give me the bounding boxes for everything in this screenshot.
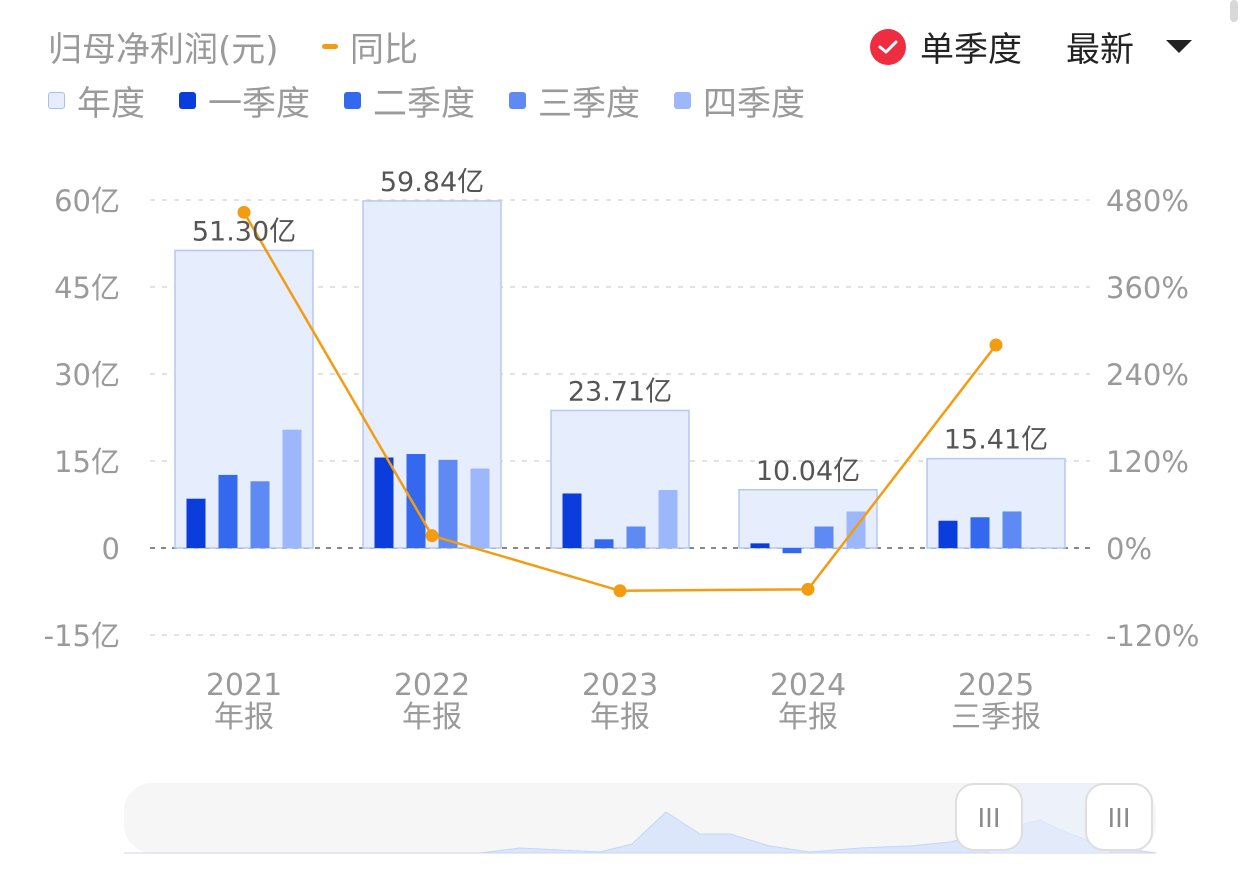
quarter-bar	[250, 481, 270, 548]
quarter-bar	[594, 539, 614, 548]
annual-value-label: 59.84亿	[380, 167, 484, 198]
legend-item-q1[interactable]: 一季度	[179, 76, 310, 125]
x-tick-label: 年报	[778, 700, 838, 735]
legend-swatch	[344, 92, 361, 109]
handle-grip-icon: III	[977, 804, 1000, 834]
navigator-handle-left[interactable]	[955, 783, 1023, 851]
yoy-point	[989, 338, 1003, 352]
label-layer: 51.30亿 59.84亿 23.71亿 10.04亿 15.41亿	[192, 167, 1048, 487]
scrollbar-thumb[interactable]	[1230, 0, 1238, 22]
single-quarter-toggle[interactable]: 单季度	[870, 22, 1022, 71]
quarter-bar	[750, 543, 770, 548]
x-tick-label: 2025	[958, 668, 1034, 703]
legend-label: 四季度	[703, 84, 805, 124]
x-tick-label: 年报	[402, 700, 462, 735]
x-tick-label: 年报	[214, 700, 274, 735]
chart-legend: 年度 一季度 二季度 三季度 四季度	[48, 76, 839, 125]
quarter-bar	[970, 517, 990, 548]
navigator-track	[124, 783, 1156, 853]
single-quarter-label: 单季度	[920, 30, 1022, 70]
x-tick-label: 2022	[394, 668, 470, 703]
quarter-bar	[406, 454, 426, 548]
y-right-tick-label: 120%	[1106, 445, 1189, 479]
range-navigator[interactable]: III III	[124, 783, 1157, 854]
yoy-point	[613, 584, 627, 598]
x-tick-label: 2023	[582, 668, 658, 703]
x-tick-label: 年报	[590, 700, 650, 735]
y-right-tick-label: 480%	[1106, 184, 1189, 218]
y-right-tick-label: 0%	[1106, 532, 1152, 566]
axis-labels: 60亿 45亿 30亿 15亿 0 -15亿 480% 360% 240% 120% 0% -120%…	[44, 184, 1200, 735]
y-left-tick-label: 0	[102, 532, 120, 566]
chart-header: 归母净利润(元) 同比 单季度 最新 年度 一季度 二季度 三季度	[0, 0, 1242, 130]
y-left-tick-label: 45亿	[54, 271, 120, 305]
y-left-tick-label: 15亿	[54, 445, 120, 479]
yoy-legend[interactable]: 同比	[322, 22, 418, 71]
quarter-bar	[658, 490, 678, 548]
quarter-bar	[218, 474, 238, 548]
legend-swatch	[48, 92, 65, 109]
yoy-point	[425, 529, 439, 543]
navigator-handle-right[interactable]	[1085, 783, 1153, 851]
checkmark-icon	[870, 28, 906, 65]
quarter-bar	[626, 526, 646, 548]
period-dropdown[interactable]: 最新	[1066, 22, 1192, 71]
legend-item-annual[interactable]: 年度	[48, 76, 145, 125]
yoy-point	[801, 582, 815, 596]
chart-title: 归母净利润(元)	[48, 30, 279, 70]
annual-value-label: 51.30亿	[192, 216, 296, 247]
legend-swatch	[179, 92, 196, 109]
quarter-bar	[186, 498, 206, 548]
legend-label: 年度	[77, 84, 145, 124]
quarter-bars	[186, 429, 1022, 554]
legend-item-q3[interactable]: 三季度	[509, 76, 640, 125]
quarter-bar	[438, 459, 458, 548]
yoy-line-icon	[322, 44, 338, 49]
y-left-tick-label: 30亿	[54, 358, 120, 392]
y-right-tick-label: 240%	[1106, 358, 1189, 392]
y-left-tick-label: -15亿	[44, 619, 120, 653]
legend-label: 一季度	[208, 84, 310, 124]
quarter-bar	[1002, 511, 1022, 548]
yoy-line-layer	[237, 205, 1003, 598]
quarter-bar	[282, 429, 302, 548]
annual-value-label: 15.41亿	[944, 425, 1048, 456]
quarter-bar	[814, 526, 834, 548]
quarter-bar	[938, 520, 958, 548]
quarter-bar	[562, 493, 582, 548]
x-tick-label: 2021	[206, 668, 282, 703]
legend-label: 二季度	[373, 84, 475, 124]
caret-down-icon	[1166, 40, 1192, 53]
quarter-bar	[782, 548, 802, 554]
x-tick-label: 2024	[770, 668, 846, 703]
legend-swatch	[509, 92, 526, 109]
handle-grip-icon: III	[1107, 804, 1130, 834]
legend-item-q4[interactable]: 四季度	[674, 76, 805, 125]
y-left-tick-label: 60亿	[54, 184, 120, 218]
y-right-tick-label: -120%	[1106, 619, 1199, 653]
x-tick-label: 三季报	[951, 700, 1041, 735]
annual-value-label: 10.04亿	[756, 456, 860, 487]
period-dropdown-label: 最新	[1066, 30, 1134, 70]
legend-label: 三季度	[538, 84, 640, 124]
annual-value-label: 23.71亿	[568, 376, 672, 407]
yoy-legend-label: 同比	[350, 30, 418, 70]
legend-item-q2[interactable]: 二季度	[344, 76, 475, 125]
quarter-bar	[374, 457, 394, 548]
yoy-point	[237, 205, 251, 219]
legend-swatch	[674, 92, 691, 109]
y-right-tick-label: 360%	[1106, 271, 1189, 305]
quarter-bar	[470, 468, 490, 548]
